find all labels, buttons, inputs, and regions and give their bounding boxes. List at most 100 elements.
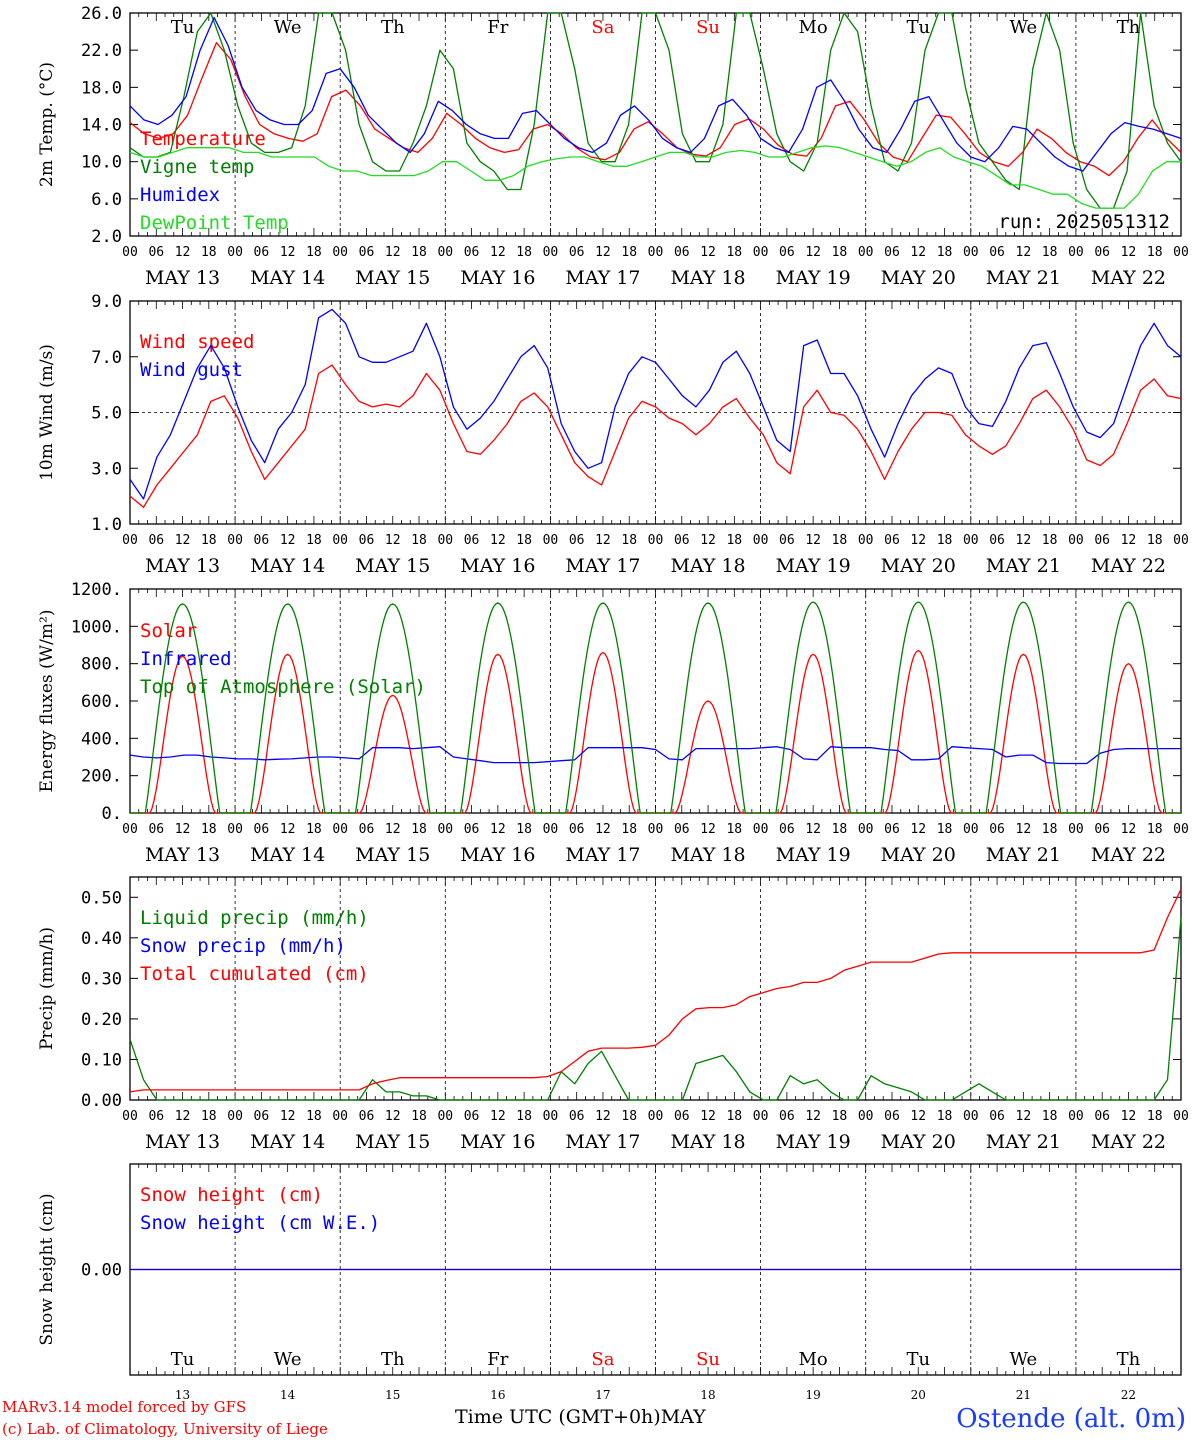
- x-hour-label: 18: [1042, 822, 1058, 837]
- x-hour-label: 00: [227, 245, 243, 260]
- x-date-label: MAY 22: [1091, 555, 1166, 577]
- series-dewpoint-temp: [129, 145, 1181, 209]
- y-axis-label: Energy fluxes (W/m²): [37, 610, 57, 793]
- legend-wind-gust: Wind gust: [140, 359, 243, 381]
- x-hour-label: 00: [1068, 822, 1084, 837]
- x-hour-label: 00: [1068, 533, 1084, 548]
- x-hour-label: 00: [543, 245, 559, 260]
- x-hour-label: 00: [753, 533, 769, 548]
- x-hour-label: 06: [148, 533, 164, 548]
- x-hour-label: 18: [937, 822, 953, 837]
- legend-snow-height-cm-: Snow height (cm): [140, 1184, 323, 1206]
- legend-infrared: Infrared: [140, 648, 232, 670]
- y-tick-label: 5.0: [91, 404, 122, 424]
- x-date-label: MAY 17: [565, 1131, 640, 1153]
- day-number: 17: [595, 1388, 610, 1402]
- x-hour-label: 18: [621, 245, 637, 260]
- y-tick-label: 0.00: [81, 1091, 122, 1111]
- x-hour-label: 18: [516, 822, 532, 837]
- x-hour-label: 00: [963, 245, 979, 260]
- day-number: 20: [911, 1388, 926, 1402]
- x-hour-label: 12: [595, 822, 611, 837]
- x-hour-label: 12: [910, 245, 926, 260]
- day-name-bottom: Fr: [487, 1349, 508, 1370]
- y-axis-label: 10m Wind (m/s): [37, 344, 57, 481]
- series-wind-speed: [129, 364, 1182, 508]
- day-name-bottom: Su: [696, 1349, 720, 1370]
- series-top-of-atmosphere-solar-: [1075, 601, 1181, 814]
- x-hour-label: 06: [254, 822, 270, 837]
- x-date-label: MAY 15: [355, 1131, 430, 1153]
- day-name-top: We: [274, 17, 302, 38]
- series-top-of-atmosphere-solar-: [760, 601, 866, 814]
- x-hour-label: 12: [1121, 245, 1137, 260]
- x-hour-label: 06: [254, 1109, 270, 1124]
- y-tick-label: 9.0: [91, 292, 122, 312]
- x-hour-label: 12: [385, 1109, 401, 1124]
- series-solar: [235, 653, 341, 814]
- x-hour-label: 12: [280, 245, 296, 260]
- x-hour-label: 06: [884, 533, 900, 548]
- x-date-label: MAY 14: [250, 267, 325, 289]
- x-hour-label: 18: [411, 245, 427, 260]
- legend-wind-speed: Wind speed: [140, 331, 254, 353]
- y-axis-label: Snow height (cm): [37, 1193, 57, 1345]
- x-hour-label: 12: [1016, 533, 1032, 548]
- series-top-of-atmosphere-solar-: [865, 601, 971, 814]
- x-hour-label: 06: [464, 245, 480, 260]
- x-date-label: MAY 21: [986, 555, 1061, 577]
- series-top-of-atmosphere-solar-: [340, 603, 446, 814]
- day-name-top: Sa: [591, 17, 614, 38]
- x-hour-label: 18: [306, 1109, 322, 1124]
- x-hour-label: 18: [726, 1109, 742, 1124]
- x-hour-label: 18: [1147, 533, 1163, 548]
- x-hour-label: 18: [411, 822, 427, 837]
- day-name-top: Tu: [906, 17, 930, 38]
- x-date-label: MAY 18: [670, 1131, 745, 1153]
- x-hour-label: 06: [884, 1109, 900, 1124]
- y-tick-label: 7.0: [91, 348, 122, 368]
- x-date-label: MAY 18: [670, 844, 745, 866]
- x-hour-label: 12: [1121, 822, 1137, 837]
- x-hour-label: 00: [122, 245, 138, 260]
- day-name-top: Su: [696, 17, 720, 38]
- day-name-top: Th: [381, 17, 405, 38]
- x-date-label: MAY 22: [1091, 1131, 1166, 1153]
- x-hour-label: 00: [1173, 822, 1189, 837]
- x-hour-label: 18: [306, 245, 322, 260]
- x-hour-label: 18: [1147, 1109, 1163, 1124]
- x-hour-label: 06: [989, 533, 1005, 548]
- series-top-of-atmosphere-solar-: [130, 603, 236, 814]
- x-date-label: MAY 13: [145, 1131, 220, 1153]
- x-hour-label: 00: [543, 533, 559, 548]
- series-solar: [970, 653, 1076, 814]
- x-hour-label: 18: [201, 533, 217, 548]
- x-hour-label: 00: [963, 822, 979, 837]
- x-date-label: MAY 20: [881, 844, 956, 866]
- day-name-bottom: Tu: [171, 1349, 195, 1370]
- x-hour-label: 18: [411, 533, 427, 548]
- x-hour-label: 12: [595, 245, 611, 260]
- x-hour-label: 18: [937, 245, 953, 260]
- footer-model-credit: MARv3.14 model forced by GFS: [2, 1398, 247, 1416]
- series-solar: [550, 651, 656, 814]
- x-hour-label: 12: [805, 1109, 821, 1124]
- x-date-label: MAY 16: [460, 555, 535, 577]
- x-hour-label: 00: [332, 1109, 348, 1124]
- x-hour-label: 18: [937, 533, 953, 548]
- x-hour-label: 18: [832, 1109, 848, 1124]
- x-hour-label: 18: [306, 822, 322, 837]
- x-hour-label: 12: [1016, 245, 1032, 260]
- day-name-top: Mo: [799, 17, 828, 38]
- x-hour-label: 06: [254, 245, 270, 260]
- x-hour-label: 00: [332, 533, 348, 548]
- x-hour-label: 00: [963, 533, 979, 548]
- x-hour-label: 06: [1094, 822, 1110, 837]
- x-hour-label: 06: [989, 245, 1005, 260]
- x-date-label: MAY 20: [881, 555, 956, 577]
- footer-time-axis-label: Time UTC (GMT+0h)MAY: [455, 1406, 706, 1428]
- x-hour-label: 12: [1121, 533, 1137, 548]
- x-hour-label: 00: [648, 245, 664, 260]
- x-hour-label: 06: [989, 1109, 1005, 1124]
